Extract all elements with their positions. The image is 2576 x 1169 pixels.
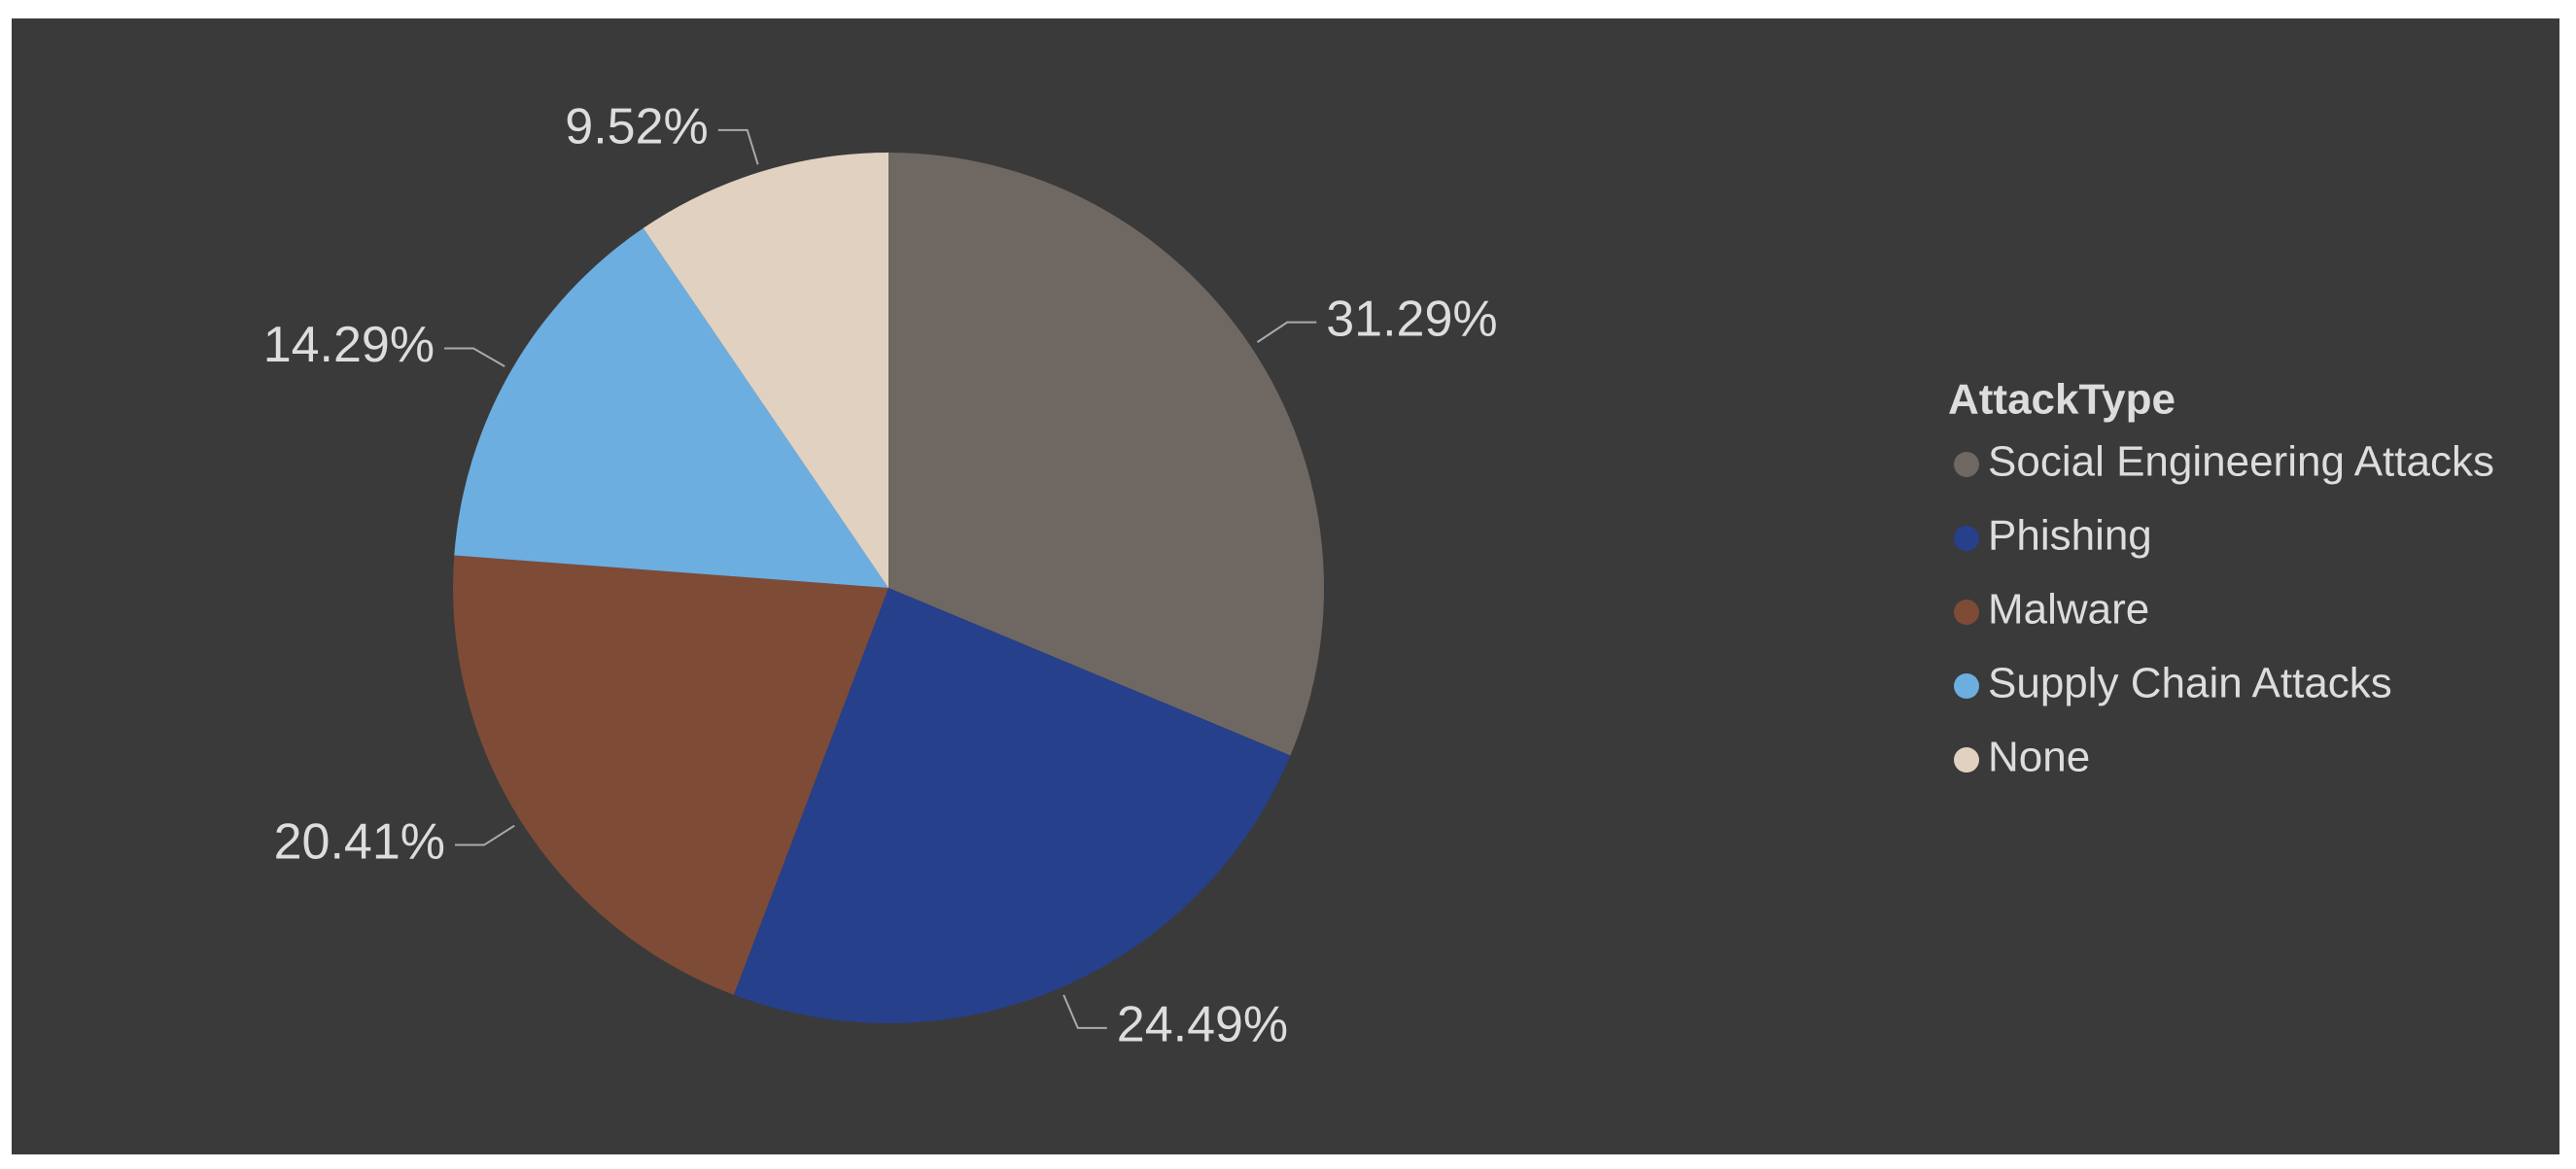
data-label: 9.52% [565,99,708,155]
data-label: 24.49% [1117,997,1288,1053]
data-label: 20.41% [274,813,445,870]
legend-label: None [1988,734,2090,781]
pie-slice [453,555,888,995]
legend-label: Supply Chain Attacks [1988,660,2392,707]
leader-line [444,347,505,367]
legend-marker [1954,673,1979,699]
legend-title: AttackType [1948,376,2176,424]
legend-marker [1954,526,1979,551]
leader-line [1256,321,1317,343]
leader-line [717,128,759,165]
pie-slice [643,153,888,588]
data-label: 14.29% [263,317,435,373]
pie-slice [733,588,1291,1023]
data-label: 31.29% [1326,291,1497,347]
leader-line [454,824,515,846]
leader-line [1062,994,1107,1029]
pie-slice [454,227,888,588]
pie-slice [888,153,1324,756]
legend-label: Social Engineering Attacks [1988,438,2494,486]
legend-marker [1954,452,1979,477]
legend-marker [1954,747,1979,773]
legend-label: Phishing [1988,512,2152,560]
legend-marker [1954,600,1979,625]
legend-label: Malware [1988,586,2149,634]
